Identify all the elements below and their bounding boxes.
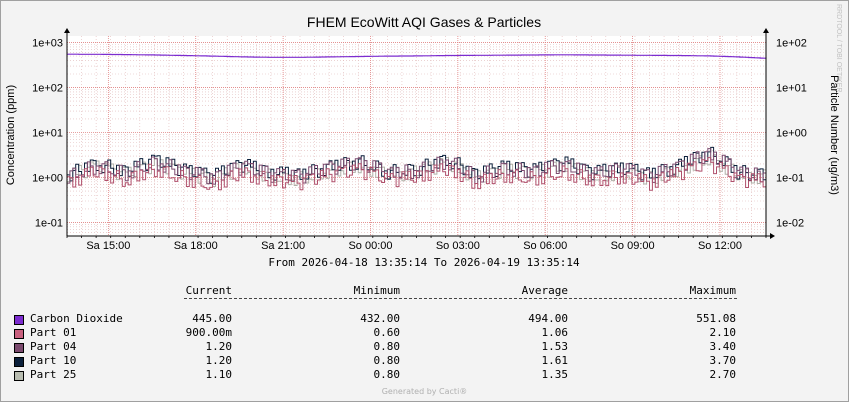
legend-current-value: 900.00m <box>185 326 232 339</box>
x-tick-label: Sa 15:00 <box>86 240 130 252</box>
x-tick-label: Sa 21:00 <box>261 240 305 252</box>
y-axis-arrow-right <box>763 28 769 33</box>
legend-header: Current Minimum Average Maximum <box>0 284 849 298</box>
legend-row: Part 25 1.10 0.80 1.35 2.70 <box>0 368 849 382</box>
legend-maximum-value: 2.10 <box>709 326 737 339</box>
y-axis-label-left: Concentration (ppm) <box>5 85 17 185</box>
series-line-carbon-dioxide <box>67 53 767 59</box>
legend-swatch <box>14 329 24 339</box>
chart-title: FHEM EcoWitt AQI Gases & Particles <box>307 14 541 30</box>
y-tick-label-right: 1e+01 <box>776 83 807 95</box>
y-tick-label: 1e+02 <box>32 83 63 95</box>
chart-area: FHEM EcoWitt AQI Gases & Particles RRDTO… <box>5 4 842 269</box>
legend-average-value: 1.06 <box>541 326 569 339</box>
legend-average-value: 1.53 <box>541 340 569 353</box>
y-axis-arrow <box>64 28 70 33</box>
header-current: Current <box>185 284 232 297</box>
header-minimum: Minimum <box>353 284 400 297</box>
legend-series-name: Part 10 <box>30 354 77 367</box>
legend-series-name: Part 01 <box>30 326 77 339</box>
y-tick-label-right: 1e-02 <box>776 217 804 229</box>
legend-maximum-value: 3.40 <box>709 340 737 353</box>
legend-minimum-value: 0.80 <box>373 368 401 381</box>
legend-row: Part 04 1.20 0.80 1.53 3.40 <box>0 340 849 354</box>
legend-swatch <box>14 315 24 325</box>
y-axis-label-right: Particle Number (ug/m3) <box>828 75 840 195</box>
legend-maximum-value: 2.70 <box>709 368 737 381</box>
legend-average-value: 1.61 <box>541 354 569 367</box>
x-tick-label: Sa 18:00 <box>174 240 218 252</box>
legend-minimum-value: 0.80 <box>373 354 401 367</box>
legend-current-value: 1.20 <box>205 354 233 367</box>
legend-row: Part 10 1.20 0.80 1.61 3.70 <box>0 354 849 368</box>
legend-current-value: 1.10 <box>205 368 233 381</box>
legend-swatch <box>14 343 24 353</box>
legend-minimum-value: 432.00 <box>360 312 400 325</box>
y-tick-label-right: 1e+02 <box>776 38 807 50</box>
x-tick-label: So 00:00 <box>348 240 392 252</box>
x-tick-label: So 06:00 <box>523 240 567 252</box>
x-axis-arrow <box>770 233 775 239</box>
legend-divider <box>184 298 737 299</box>
legend-minimum-value: 0.60 <box>373 326 401 339</box>
y-tick-label-right: 1e+00 <box>776 128 807 140</box>
header-maximum: Maximum <box>689 284 736 297</box>
header-average: Average <box>521 284 568 297</box>
y-tick-label: 1e+01 <box>32 128 63 140</box>
axes: 1e+03 1e+02 1e+02 1e+01 1e+01 1e+00 1e+00 1e-01… <box>32 28 807 252</box>
legend-row: Carbon Dioxide 445.00 432.00 494.00 551.08 <box>0 312 849 326</box>
x-tick-label: So 12:00 <box>698 240 742 252</box>
legend-current-value: 1.20 <box>205 340 233 353</box>
series-lines <box>67 53 767 191</box>
legend-minimum-value: 0.80 <box>373 340 401 353</box>
legend-maximum-value: 551.08 <box>696 312 736 325</box>
y-tick-label: 1e+03 <box>32 38 63 50</box>
time-range: From 2026-04-18 13:35:14 To 2026-04-19 1… <box>268 256 580 269</box>
legend-swatch <box>14 357 24 367</box>
legend-series-name: Carbon Dioxide <box>30 312 123 325</box>
legend-row: Part 01 900.00m 0.60 1.06 2.10 <box>0 326 849 340</box>
legend-current-value: 445.00 <box>192 312 232 325</box>
y-tick-label-right: 1e-01 <box>776 172 804 184</box>
y-tick-label: 1e+00 <box>32 172 63 184</box>
footer-generated: Generated by Cacti® <box>381 387 468 396</box>
legend-average-value: 494.00 <box>528 312 568 325</box>
legend-maximum-value: 3.70 <box>709 354 737 367</box>
legend-average-value: 1.35 <box>541 368 569 381</box>
y-tick-label: 1e-01 <box>35 217 63 229</box>
legend-series-name: Part 25 <box>30 368 77 381</box>
x-tick-label: So 03:00 <box>436 240 480 252</box>
series-line-part-01 <box>67 157 767 191</box>
x-tick-label: So 09:00 <box>611 240 655 252</box>
watermark: RRDTOOL / TOBI OETIKER <box>835 4 842 92</box>
legend-series-name: Part 04 <box>30 340 77 353</box>
legend-swatch <box>14 371 24 381</box>
